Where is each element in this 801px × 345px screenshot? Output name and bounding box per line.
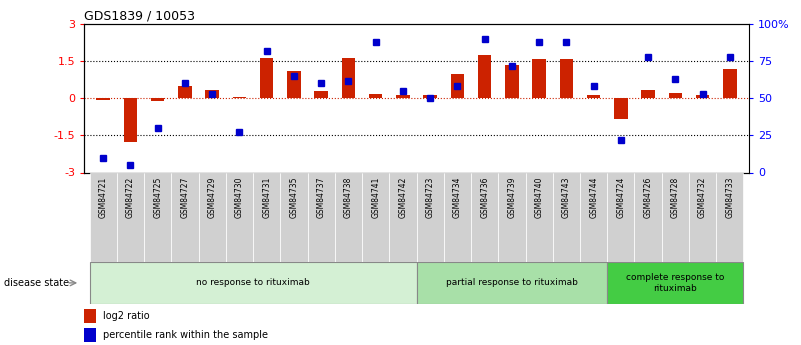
Bar — [634, 172, 662, 262]
Bar — [553, 172, 580, 262]
Bar — [335, 172, 362, 262]
Bar — [444, 172, 471, 262]
Text: GSM84744: GSM84744 — [589, 177, 598, 218]
Bar — [90, 172, 117, 262]
Text: GSM84727: GSM84727 — [180, 177, 189, 218]
Bar — [417, 172, 444, 262]
Bar — [396, 95, 409, 98]
Text: percentile rank within the sample: percentile rank within the sample — [103, 330, 268, 340]
Bar — [669, 93, 682, 98]
Text: GSM84723: GSM84723 — [425, 177, 435, 218]
Text: GSM84725: GSM84725 — [153, 177, 162, 218]
Text: partial response to rituximab: partial response to rituximab — [446, 278, 578, 287]
Bar — [689, 172, 716, 262]
Bar — [314, 91, 328, 98]
Text: log2 ratio: log2 ratio — [103, 311, 149, 321]
Text: GSM84729: GSM84729 — [207, 177, 216, 218]
Bar — [451, 73, 465, 98]
Text: GSM84740: GSM84740 — [534, 177, 544, 218]
Text: GSM84742: GSM84742 — [398, 177, 408, 218]
Bar — [199, 172, 226, 262]
Text: GSM84728: GSM84728 — [671, 177, 680, 218]
Text: GSM84732: GSM84732 — [698, 177, 707, 218]
Bar — [226, 172, 253, 262]
Bar — [580, 172, 607, 262]
Bar — [587, 95, 601, 98]
Text: disease state: disease state — [4, 278, 69, 288]
Bar — [498, 172, 525, 262]
Bar — [723, 69, 737, 98]
Bar — [280, 172, 308, 262]
Bar — [144, 172, 171, 262]
Bar — [84, 328, 96, 342]
Bar — [151, 98, 164, 101]
Text: GSM84733: GSM84733 — [726, 177, 735, 218]
Bar — [260, 58, 273, 98]
Bar — [642, 90, 655, 98]
Text: GSM84743: GSM84743 — [562, 177, 571, 218]
Bar — [90, 262, 417, 304]
Text: GSM84726: GSM84726 — [644, 177, 653, 218]
Bar — [178, 86, 191, 98]
Text: GSM84722: GSM84722 — [126, 177, 135, 218]
Bar — [171, 172, 199, 262]
Bar — [96, 98, 110, 100]
Bar — [417, 262, 607, 304]
Bar — [696, 95, 710, 98]
Bar — [287, 71, 300, 98]
Bar — [232, 97, 246, 98]
Bar — [607, 172, 634, 262]
Text: GSM84724: GSM84724 — [617, 177, 626, 218]
Bar — [308, 172, 335, 262]
Text: no response to rituximab: no response to rituximab — [196, 278, 310, 287]
Text: GSM84730: GSM84730 — [235, 177, 244, 218]
Bar — [341, 58, 355, 98]
Bar — [471, 172, 498, 262]
Bar — [389, 172, 417, 262]
Text: GSM84739: GSM84739 — [507, 177, 517, 218]
Bar — [505, 65, 519, 98]
Bar — [362, 172, 389, 262]
Text: GDS1839 / 10053: GDS1839 / 10053 — [84, 10, 195, 23]
Bar — [424, 95, 437, 98]
Text: GSM84738: GSM84738 — [344, 177, 353, 218]
Bar — [84, 309, 96, 323]
Bar — [205, 90, 219, 98]
Bar — [533, 59, 546, 98]
Text: complete response to
rituximab: complete response to rituximab — [626, 273, 725, 293]
Bar — [253, 172, 280, 262]
Bar — [117, 172, 144, 262]
Bar — [614, 98, 628, 119]
Text: GSM84721: GSM84721 — [99, 177, 107, 218]
Bar — [560, 59, 574, 98]
Text: GSM84734: GSM84734 — [453, 177, 462, 218]
Text: GSM84731: GSM84731 — [262, 177, 272, 218]
Text: GSM84736: GSM84736 — [480, 177, 489, 218]
Text: GSM84735: GSM84735 — [289, 177, 299, 218]
Bar — [607, 262, 743, 304]
Bar — [123, 98, 137, 141]
Bar — [716, 172, 743, 262]
Text: GSM84737: GSM84737 — [316, 177, 326, 218]
Text: GSM84741: GSM84741 — [371, 177, 380, 218]
Bar — [368, 94, 382, 98]
Bar — [478, 55, 492, 98]
Bar — [525, 172, 553, 262]
Bar — [662, 172, 689, 262]
